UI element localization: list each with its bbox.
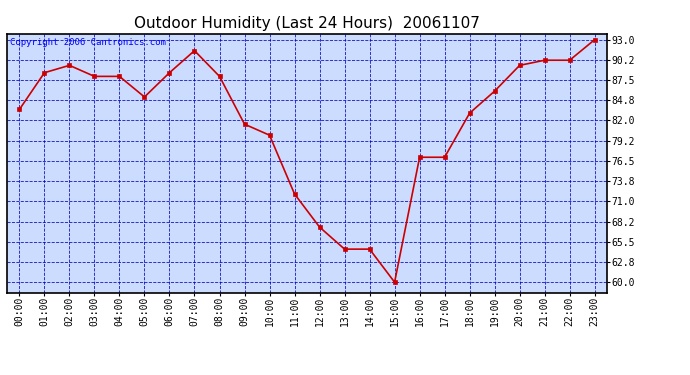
Title: Outdoor Humidity (Last 24 Hours)  20061107: Outdoor Humidity (Last 24 Hours) 2006110…: [134, 16, 480, 31]
Text: Copyright 2006 Cantronics.com: Copyright 2006 Cantronics.com: [10, 38, 166, 46]
